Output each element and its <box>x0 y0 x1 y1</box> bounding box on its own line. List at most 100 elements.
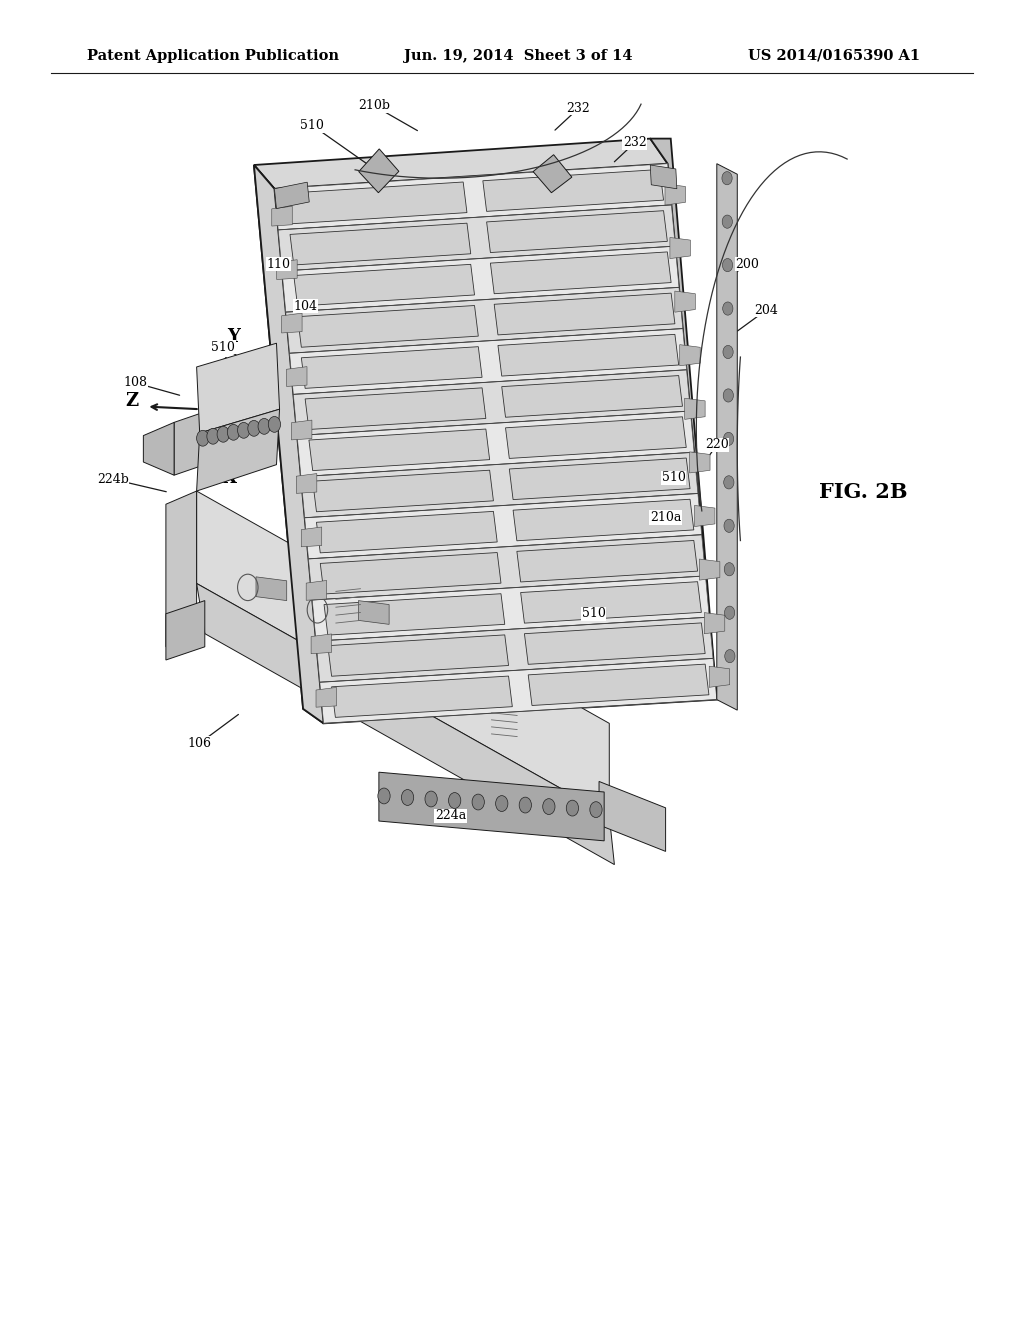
Polygon shape <box>670 238 690 259</box>
Text: 108: 108 <box>123 376 147 389</box>
Text: 110: 110 <box>266 257 291 271</box>
Polygon shape <box>296 474 316 494</box>
Polygon shape <box>256 577 287 601</box>
Text: 106: 106 <box>187 737 212 750</box>
Polygon shape <box>308 535 706 601</box>
Text: 232: 232 <box>566 102 591 115</box>
Polygon shape <box>282 246 679 312</box>
Polygon shape <box>294 264 474 306</box>
Circle shape <box>519 797 531 813</box>
Text: 510: 510 <box>300 119 325 132</box>
Circle shape <box>724 519 734 532</box>
Circle shape <box>543 799 555 814</box>
Polygon shape <box>490 252 671 294</box>
Polygon shape <box>290 329 686 395</box>
Circle shape <box>722 172 732 185</box>
Polygon shape <box>717 164 737 710</box>
Polygon shape <box>301 453 698 517</box>
Polygon shape <box>298 305 478 347</box>
Circle shape <box>207 428 219 444</box>
Polygon shape <box>279 205 675 271</box>
Circle shape <box>725 649 735 663</box>
Text: 210b: 210b <box>357 99 390 112</box>
Polygon shape <box>274 182 309 209</box>
Polygon shape <box>486 211 668 252</box>
Polygon shape <box>321 553 501 594</box>
Polygon shape <box>282 313 302 333</box>
Circle shape <box>401 789 414 805</box>
Circle shape <box>238 422 250 438</box>
Polygon shape <box>513 499 694 541</box>
Polygon shape <box>599 781 666 851</box>
Polygon shape <box>287 182 467 224</box>
Circle shape <box>378 788 390 804</box>
Circle shape <box>449 792 461 808</box>
Circle shape <box>197 430 209 446</box>
Polygon shape <box>509 458 690 499</box>
Polygon shape <box>254 165 324 723</box>
Polygon shape <box>166 601 205 660</box>
Circle shape <box>723 433 733 446</box>
Circle shape <box>724 475 734 488</box>
Polygon shape <box>650 139 717 700</box>
Polygon shape <box>287 367 307 387</box>
Polygon shape <box>143 422 174 475</box>
Polygon shape <box>358 601 389 624</box>
Polygon shape <box>680 345 700 366</box>
Polygon shape <box>358 149 399 193</box>
Polygon shape <box>650 165 677 189</box>
Circle shape <box>724 562 734 576</box>
Text: FIG. 2B: FIG. 2B <box>819 482 907 503</box>
Polygon shape <box>520 582 701 623</box>
Polygon shape <box>306 581 327 601</box>
Polygon shape <box>311 634 332 653</box>
Text: 224b: 224b <box>96 473 129 486</box>
Polygon shape <box>689 451 710 473</box>
Text: 232: 232 <box>623 136 647 149</box>
Circle shape <box>258 418 270 434</box>
Polygon shape <box>534 154 571 193</box>
Polygon shape <box>197 409 280 491</box>
Text: 104: 104 <box>293 300 317 313</box>
Circle shape <box>217 426 229 442</box>
Circle shape <box>723 389 733 403</box>
Polygon shape <box>305 494 701 558</box>
Polygon shape <box>276 260 297 280</box>
Polygon shape <box>324 594 505 635</box>
Polygon shape <box>297 411 694 477</box>
Text: 510: 510 <box>582 607 606 620</box>
Polygon shape <box>710 667 730 688</box>
Circle shape <box>425 791 437 807</box>
Circle shape <box>566 800 579 816</box>
Polygon shape <box>293 370 690 436</box>
Polygon shape <box>699 560 720 581</box>
Polygon shape <box>316 688 337 708</box>
Text: 210a: 210a <box>650 511 681 524</box>
Polygon shape <box>528 664 709 705</box>
Polygon shape <box>301 527 322 546</box>
Circle shape <box>723 346 733 359</box>
Polygon shape <box>301 347 482 388</box>
Polygon shape <box>305 388 485 429</box>
Text: 224a: 224a <box>435 809 466 822</box>
Polygon shape <box>328 635 509 676</box>
Circle shape <box>227 425 240 441</box>
Polygon shape <box>312 470 494 512</box>
Polygon shape <box>524 623 706 664</box>
Polygon shape <box>502 376 682 417</box>
Polygon shape <box>705 612 725 634</box>
Text: 510: 510 <box>211 341 236 354</box>
Polygon shape <box>290 223 471 265</box>
Polygon shape <box>483 169 664 211</box>
Polygon shape <box>316 618 713 682</box>
Circle shape <box>722 215 732 228</box>
Text: X: X <box>223 469 238 487</box>
Polygon shape <box>517 540 697 582</box>
Polygon shape <box>271 206 292 226</box>
Polygon shape <box>254 139 668 189</box>
Polygon shape <box>292 420 312 440</box>
Circle shape <box>472 795 484 810</box>
Text: Z: Z <box>126 392 138 411</box>
Polygon shape <box>286 288 683 354</box>
Polygon shape <box>319 659 717 723</box>
